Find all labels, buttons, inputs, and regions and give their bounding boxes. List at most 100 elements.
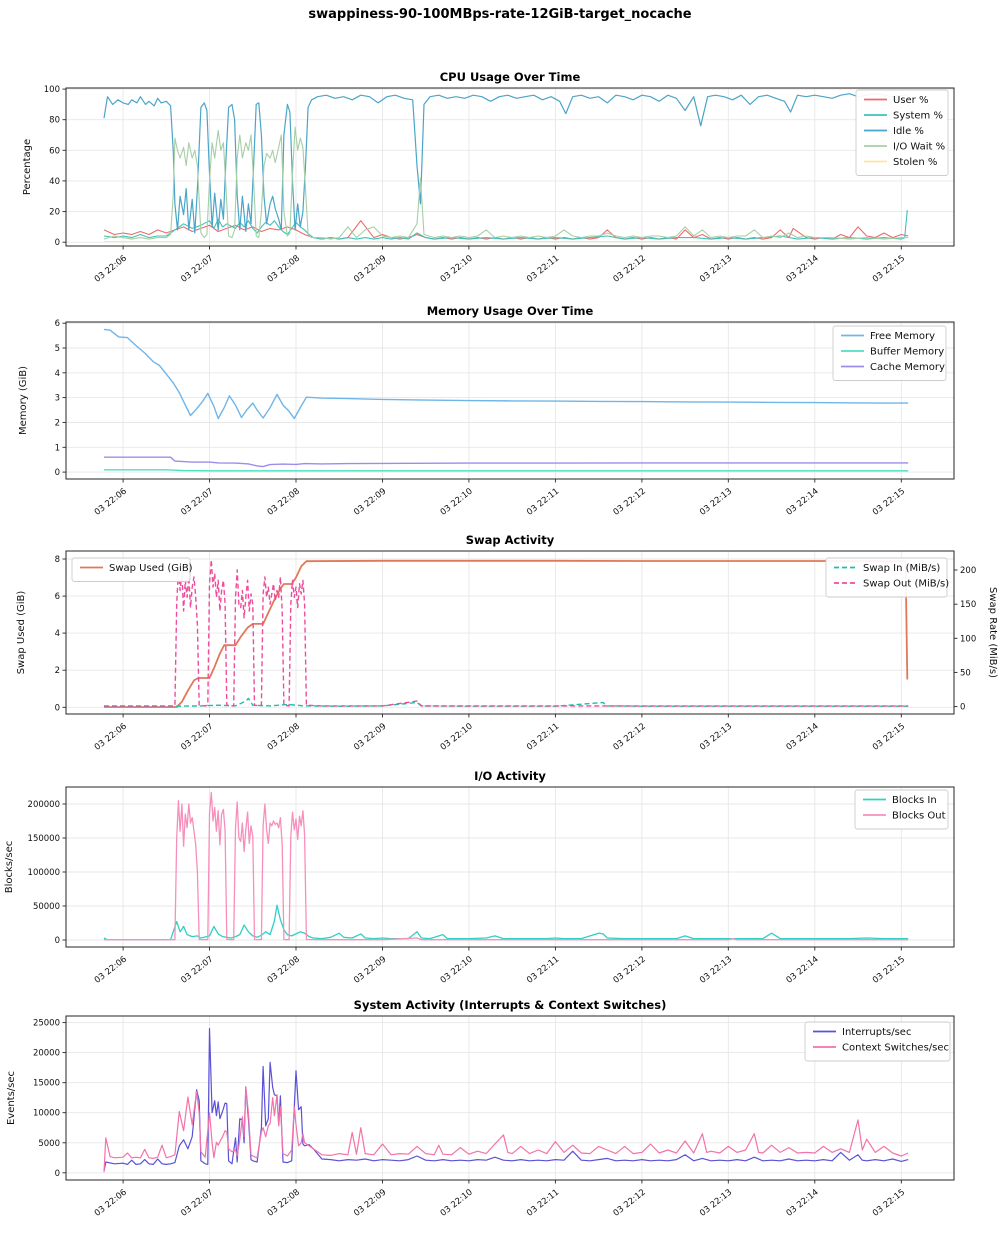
- x-tick-label: 03 22:11: [525, 721, 561, 752]
- x-tick-label: 03 22:15: [871, 253, 907, 284]
- free-memory-series: [103, 328, 909, 420]
- legend-label: Free Memory: [870, 331, 935, 342]
- y-axis-label: Percentage: [22, 139, 33, 195]
- x-tick-label: 03 22:10: [439, 1187, 475, 1218]
- legend-label: Swap In (MiB/s): [863, 563, 940, 574]
- x-tick-label: 03 22:14: [785, 954, 821, 985]
- x-tick-label: 03 22:06: [93, 721, 129, 752]
- plot-frame: [65, 87, 955, 247]
- legend-label: I/O Wait %: [893, 142, 945, 153]
- x-tick-label: 03 22:14: [785, 1187, 821, 1218]
- charts-container: 0 20 40 60 80 100 03 22:06 03 22:07 03 22:08 03 2…: [0, 60, 1000, 1234]
- y-tick-label: 100000: [28, 868, 60, 878]
- x-tick-label: 03 22:14: [785, 486, 821, 517]
- y-axis-label-right: Swap Rate (MiB/s): [987, 587, 998, 678]
- x-tick-label: 03 22:13: [698, 721, 734, 752]
- x-tick-label: 03 22:11: [525, 954, 561, 985]
- y-tick-label: 4: [55, 369, 60, 379]
- y-tick-label: 60: [49, 146, 60, 156]
- system-series: [103, 209, 908, 240]
- y-tick-label: 150000: [28, 834, 60, 844]
- interrupts-sec-series: [103, 1028, 909, 1172]
- x-tick-label: 03 22:09: [352, 253, 388, 284]
- y-tick-label: 100: [44, 85, 60, 95]
- x-tick-label: 03 22:09: [352, 954, 388, 985]
- x-tick-label: 03 22:06: [93, 253, 129, 284]
- swap-activity-chart: 0 2 4 6 8 0 50 100 150 200 03 22:06 03 22:07 03 22:0…: [16, 535, 998, 753]
- legend-label: Swap Used (GiB): [109, 563, 193, 574]
- x-tick-label: 03 22:11: [525, 1187, 561, 1218]
- x-tick-label: 03 22:08: [266, 486, 302, 517]
- y-tick-label: 50000: [33, 902, 60, 912]
- context-switches-sec-series: [103, 1086, 909, 1173]
- x-tick-label: 03 22:15: [871, 954, 907, 985]
- y-tick-label: 15000: [33, 1079, 60, 1089]
- x-tick-label: 03 22:10: [439, 253, 475, 284]
- memory-usage-chart: 0 1 2 3 4 5 6 03 22:06 03 22:07 03 22:08 03 22:09 0…: [18, 304, 955, 518]
- legend-box: [825, 557, 948, 598]
- y-tick-label: 4: [55, 629, 60, 639]
- y-tick-label-right: 150: [960, 600, 976, 610]
- legend-label: Buffer Memory: [870, 347, 944, 358]
- x-tick-label: 03 22:06: [93, 954, 129, 985]
- y-tick-label: 6: [55, 592, 60, 602]
- memory-usage-title: Memory Usage Over Time: [427, 304, 594, 318]
- legend-label: Blocks Out: [892, 811, 946, 822]
- x-tick-label: 03 22:14: [785, 253, 821, 284]
- figure-title: swappiness-90-100MBps-rate-12GiB-target_…: [308, 7, 692, 22]
- y-axis-label: Events/sec: [6, 1071, 17, 1125]
- y-tick-label: 2: [55, 419, 60, 429]
- legend-box: [804, 1021, 951, 1062]
- y-tick-label: 20: [49, 208, 60, 218]
- y-tick-label: 0: [55, 936, 60, 946]
- swap-used-gib-series: [104, 559, 909, 708]
- y-tick-label: 0: [55, 238, 60, 248]
- x-tick-label: 03 22:15: [871, 486, 907, 517]
- cpu-usage-chart: 0 20 40 60 80 100 03 22:06 03 22:07 03 22:08 03 2…: [22, 70, 955, 285]
- x-tick-label: 03 22:12: [612, 486, 648, 517]
- legend-label: Blocks In: [892, 795, 937, 806]
- y-axis-label: Swap Used (GiB): [16, 591, 27, 675]
- y-tick-label: 1: [55, 443, 60, 453]
- y-tick-label: 0: [55, 703, 60, 713]
- legend-label: System %: [893, 111, 943, 122]
- io-activity-chart: 0 50000 100000 150000 200000 03 22:06 03 22:07…: [4, 769, 955, 986]
- legend-label: User %: [893, 95, 928, 106]
- cpu-usage-title: CPU Usage Over Time: [440, 70, 581, 84]
- y-tick-label: 80: [49, 116, 60, 126]
- plot-frame: [65, 321, 955, 480]
- legend-label: Idle %: [893, 126, 924, 137]
- plot-frame: [65, 786, 955, 948]
- y-tick-label: 0: [55, 1169, 60, 1179]
- x-tick-label: 03 22:08: [266, 954, 302, 985]
- y-tick-label-right: 50: [960, 668, 971, 678]
- x-tick-label: 03 22:12: [612, 1187, 648, 1218]
- x-tick-label: 03 22:07: [179, 253, 215, 284]
- x-tick-label: 03 22:14: [785, 721, 821, 752]
- system-activity-chart: 0 5000 10000 15000 20000 25000 03 22:06 03 22:0…: [6, 1000, 955, 1219]
- y-tick-label: 0: [55, 468, 60, 478]
- x-tick-label: 03 22:09: [352, 1187, 388, 1218]
- legend-box: [855, 89, 949, 176]
- swap-in-mib-s-series: [104, 697, 909, 707]
- x-tick-label: 03 22:08: [266, 253, 302, 284]
- x-tick-label: 03 22:07: [179, 486, 215, 517]
- legend-label: Interrupts/sec: [842, 1027, 911, 1038]
- blocks-in-series: [103, 904, 909, 941]
- x-tick-label: 03 22:09: [352, 486, 388, 517]
- x-tick-label: 03 22:07: [179, 954, 215, 985]
- legend-box: [71, 557, 191, 582]
- x-tick-label: 03 22:13: [698, 253, 734, 284]
- x-tick-label: 03 22:11: [525, 486, 561, 517]
- plot-frame: [65, 550, 955, 715]
- x-tick-label: 03 22:10: [439, 721, 475, 752]
- y-axis-label: Blocks/sec: [4, 841, 15, 894]
- y-tick-label-right: 0: [960, 703, 965, 713]
- y-tick-label: 8: [55, 555, 60, 565]
- y-tick-label: 20000: [33, 1049, 60, 1059]
- x-tick-label: 03 22:11: [525, 253, 561, 284]
- y-tick-label: 6: [55, 319, 60, 329]
- x-tick-label: 03 22:07: [179, 1187, 215, 1218]
- y-tick-label: 2: [55, 666, 60, 676]
- x-tick-label: 03 22:13: [698, 1187, 734, 1218]
